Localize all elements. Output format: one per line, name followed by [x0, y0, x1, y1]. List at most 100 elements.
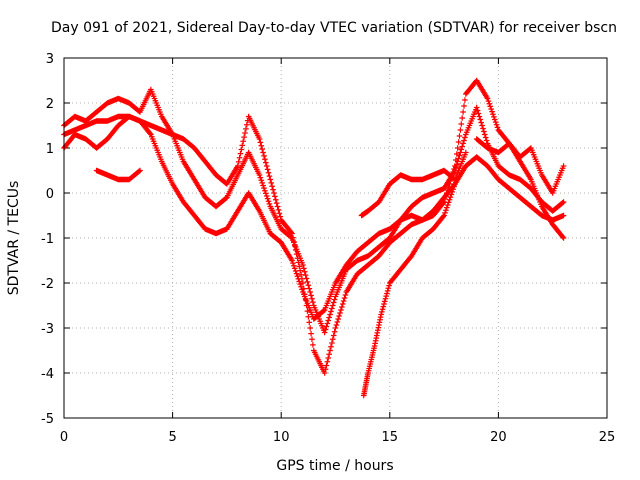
data-point-marker	[322, 366, 329, 373]
data-point-marker	[456, 133, 463, 139]
data-point-marker	[266, 173, 273, 179]
data-point-marker	[453, 151, 460, 157]
y-tick-label: 3	[46, 52, 54, 67]
data-point-marker	[267, 176, 274, 183]
data-point-marker	[288, 229, 294, 236]
data-point-marker	[297, 267, 304, 274]
data-point-marker	[445, 199, 452, 206]
grid	[64, 58, 607, 418]
data-point-marker	[329, 305, 335, 312]
data-point-marker	[320, 307, 327, 314]
data-point-marker	[259, 180, 265, 186]
data-point-marker	[263, 163, 270, 169]
data-point-marker	[482, 131, 488, 138]
data-point-marker	[265, 198, 272, 205]
data-point-marker	[463, 149, 469, 156]
data-point-marker	[260, 182, 266, 189]
data-point-marker	[234, 163, 241, 169]
data-point-marker	[262, 156, 268, 163]
data-point-marker	[451, 166, 457, 172]
data-point-marker	[445, 184, 452, 190]
data-point-marker	[272, 193, 278, 200]
data-point-marker	[310, 299, 316, 305]
data-point-marker	[292, 247, 299, 253]
data-point-marker	[304, 279, 311, 285]
x-tick-label: 20	[490, 430, 507, 445]
y-tick-label: -1	[41, 232, 54, 247]
data-point-marker	[260, 149, 266, 156]
data-point-marker	[458, 146, 465, 153]
data-point-marker	[338, 307, 344, 313]
data-point-marker	[379, 306, 386, 313]
y-tick-label: 1	[46, 142, 54, 157]
x-tick-label: 25	[599, 430, 616, 445]
data-point-marker	[326, 314, 332, 321]
data-point-marker	[477, 116, 484, 123]
data-point-marker	[304, 308, 311, 314]
data-point-marker	[244, 121, 250, 128]
data-point-marker	[330, 299, 337, 306]
data-point-marker	[305, 313, 312, 320]
data-point-marker	[298, 271, 304, 278]
data-point-marker	[560, 163, 567, 169]
data-point-marker	[291, 238, 297, 245]
data-point-marker	[488, 106, 494, 112]
data-point-marker	[462, 97, 468, 103]
data-point-marker	[306, 319, 313, 326]
data-point-marker	[332, 325, 339, 331]
data-point-marker	[270, 186, 276, 193]
data-series-7	[473, 136, 567, 196]
data-point-marker	[457, 127, 464, 133]
data-point-marker	[328, 308, 334, 315]
data-point-marker	[256, 172, 263, 178]
data-point-marker	[444, 190, 450, 196]
data-point-marker	[307, 325, 313, 331]
data-point-marker	[461, 137, 467, 144]
data-point-marker	[291, 265, 298, 272]
y-tick-label: -3	[41, 322, 54, 337]
data-point-marker	[258, 142, 265, 149]
data-point-marker	[331, 296, 338, 303]
y-tick-label: -4	[41, 367, 54, 382]
data-point-marker	[296, 278, 303, 285]
data-point-marker	[308, 330, 314, 337]
data-point-marker	[309, 295, 315, 302]
data-point-marker	[308, 292, 314, 299]
tick-marks	[63, 57, 608, 419]
x-tick-label: 15	[382, 430, 399, 445]
data-point-marker	[262, 187, 268, 194]
data-point-marker	[299, 276, 305, 282]
data-point-marker	[444, 202, 451, 208]
data-point-marker	[491, 116, 498, 123]
y-tick-label: -2	[41, 277, 54, 292]
data-point-marker	[475, 110, 482, 117]
data-point-marker	[294, 255, 301, 262]
data-point-marker	[326, 351, 332, 358]
data-point-marker	[379, 309, 385, 315]
data-point-marker	[300, 280, 306, 286]
x-tick-label: 5	[168, 430, 176, 445]
data-point-marker	[261, 185, 267, 191]
data-point-marker	[339, 301, 346, 307]
data-point-marker	[380, 303, 387, 310]
data-point-marker	[235, 159, 242, 165]
data-point-marker	[259, 146, 265, 152]
data-point-marker	[137, 167, 143, 174]
data-point-marker	[243, 126, 249, 132]
data-point-marker	[450, 169, 456, 175]
data-point-marker	[487, 103, 494, 110]
data-point-marker	[272, 196, 279, 203]
data-point-marker	[341, 295, 348, 301]
data-point-marker	[494, 124, 501, 131]
data-point-marker	[446, 181, 453, 187]
data-point-marker	[440, 200, 446, 206]
data-point-marker	[321, 370, 328, 376]
data-point-marker	[559, 234, 566, 240]
data-point-marker	[335, 316, 342, 322]
data-point-marker	[323, 323, 330, 330]
data-point-marker	[448, 191, 455, 198]
data-point-marker	[459, 143, 465, 150]
data-point-marker	[461, 103, 467, 109]
data-point-marker	[328, 343, 334, 350]
data-point-marker	[291, 262, 297, 269]
